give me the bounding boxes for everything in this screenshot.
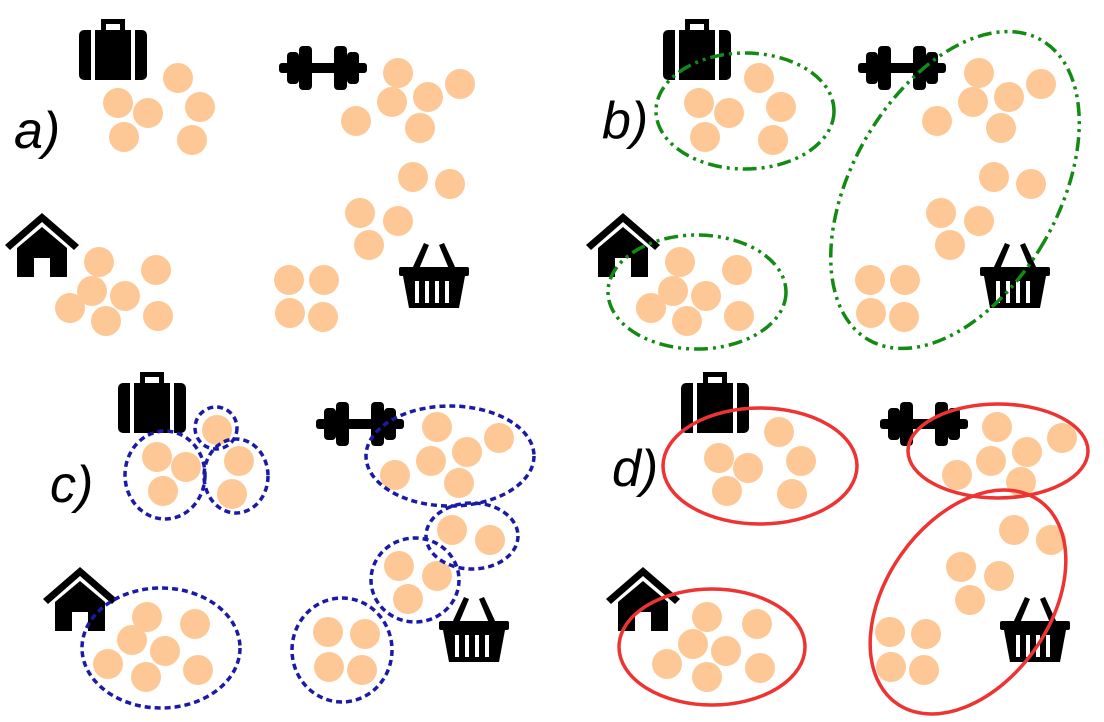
cluster-d-4 — [868, 488, 1068, 716]
cluster-b-3 — [828, 29, 1082, 351]
panel-label-a: a) — [14, 102, 60, 160]
house-icon — [606, 567, 680, 631]
dumbbell-icon — [316, 402, 404, 446]
points-d — [652, 412, 1077, 692]
briefcase-icon — [79, 19, 147, 80]
panel-c: c) — [43, 372, 536, 710]
cluster-d-3 — [617, 587, 807, 707]
house-icon — [5, 213, 79, 277]
house-icon — [43, 567, 117, 631]
points-c — [93, 412, 514, 692]
cluster-d-2 — [906, 402, 1090, 500]
cluster-b-1 — [654, 51, 836, 171]
cluster-c-1 — [193, 405, 239, 451]
dumbbell-icon — [279, 46, 367, 90]
briefcase-icon — [118, 372, 186, 433]
cluster-d-1 — [661, 406, 859, 526]
cluster-c-4 — [364, 404, 536, 508]
cluster-c-7 — [290, 596, 394, 704]
panel-label-c: c) — [50, 456, 93, 514]
panel-d: d) — [606, 372, 1090, 716]
cluster-c-8 — [80, 586, 242, 710]
panel-b: b) — [586, 19, 1082, 351]
cluster-c-6 — [369, 536, 461, 624]
house-icon — [586, 213, 660, 277]
cluster-c-3 — [202, 437, 270, 515]
cluster-b-2 — [606, 233, 788, 351]
basket-icon — [980, 243, 1050, 308]
panel-label-d: d) — [612, 440, 658, 498]
cluster-c-5 — [424, 501, 520, 571]
panel-a: a) — [5, 19, 475, 336]
panel-label-b: b) — [602, 92, 648, 150]
basket-icon — [439, 597, 509, 662]
briefcase-icon — [663, 19, 731, 80]
dumbbell-icon — [858, 46, 946, 90]
basket-icon — [399, 243, 469, 308]
cluster-c-2 — [123, 429, 207, 521]
